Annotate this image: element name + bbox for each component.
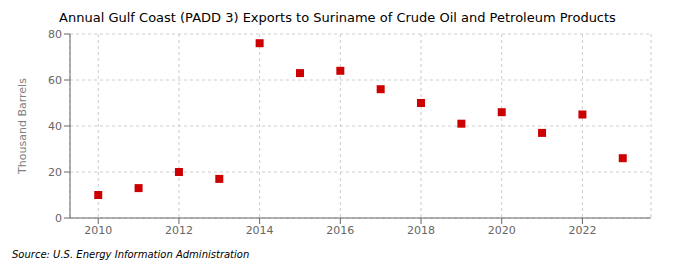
svg-text:2018: 2018 [407,224,435,237]
html-text:Source: U.S. Energy Informatio: Source: U.S. Energy Information Administ… [12,249,250,260]
svg-text:Thousand Barrels: Thousand Barrels [16,78,29,175]
svg-text:2014: 2014 [246,224,274,237]
svg-text:2010: 2010 [84,224,112,237]
svg-text:60: 60 [48,74,62,87]
svg-text:0: 0 [55,212,62,225]
svg-text:2020: 2020 [488,224,516,237]
svg-text:2016: 2016 [326,224,354,237]
svg-text:2012: 2012 [165,224,193,237]
svg-text:2022: 2022 [568,224,596,237]
svg-text:40: 40 [48,120,62,133]
html-text:Annual Gulf Coast (PADD 3) Exp: Annual Gulf Coast (PADD 3) Exports to Su… [59,10,616,25]
svg-text:20: 20 [48,166,62,179]
svg-text:80: 80 [48,28,62,41]
